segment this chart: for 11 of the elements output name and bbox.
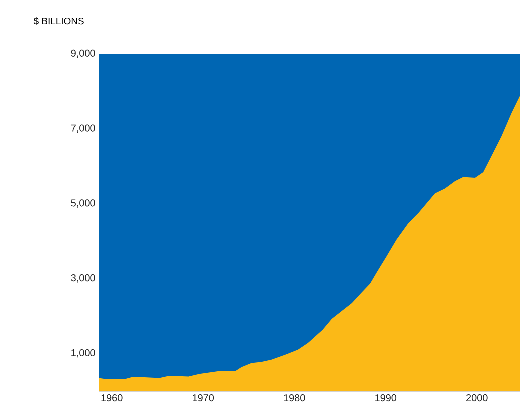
x-tick-label: 1980 (284, 394, 306, 402)
x-tick-label: 2000 (466, 394, 488, 402)
y-tick-label: 9,000 (71, 50, 96, 58)
x-tick-label: 1960 (102, 394, 123, 402)
y-tick-label: 1,000 (72, 349, 96, 358)
y-tick-label: 7,000 (71, 124, 96, 134)
x-tick-label: 1970 (193, 394, 214, 402)
x-tick-label: 1990 (376, 394, 397, 402)
y-tick-label: 5,000 (71, 200, 96, 208)
y-axis-title: $ BILLIONS (34, 18, 84, 26)
y-tick-label: 3,000 (71, 274, 96, 283)
